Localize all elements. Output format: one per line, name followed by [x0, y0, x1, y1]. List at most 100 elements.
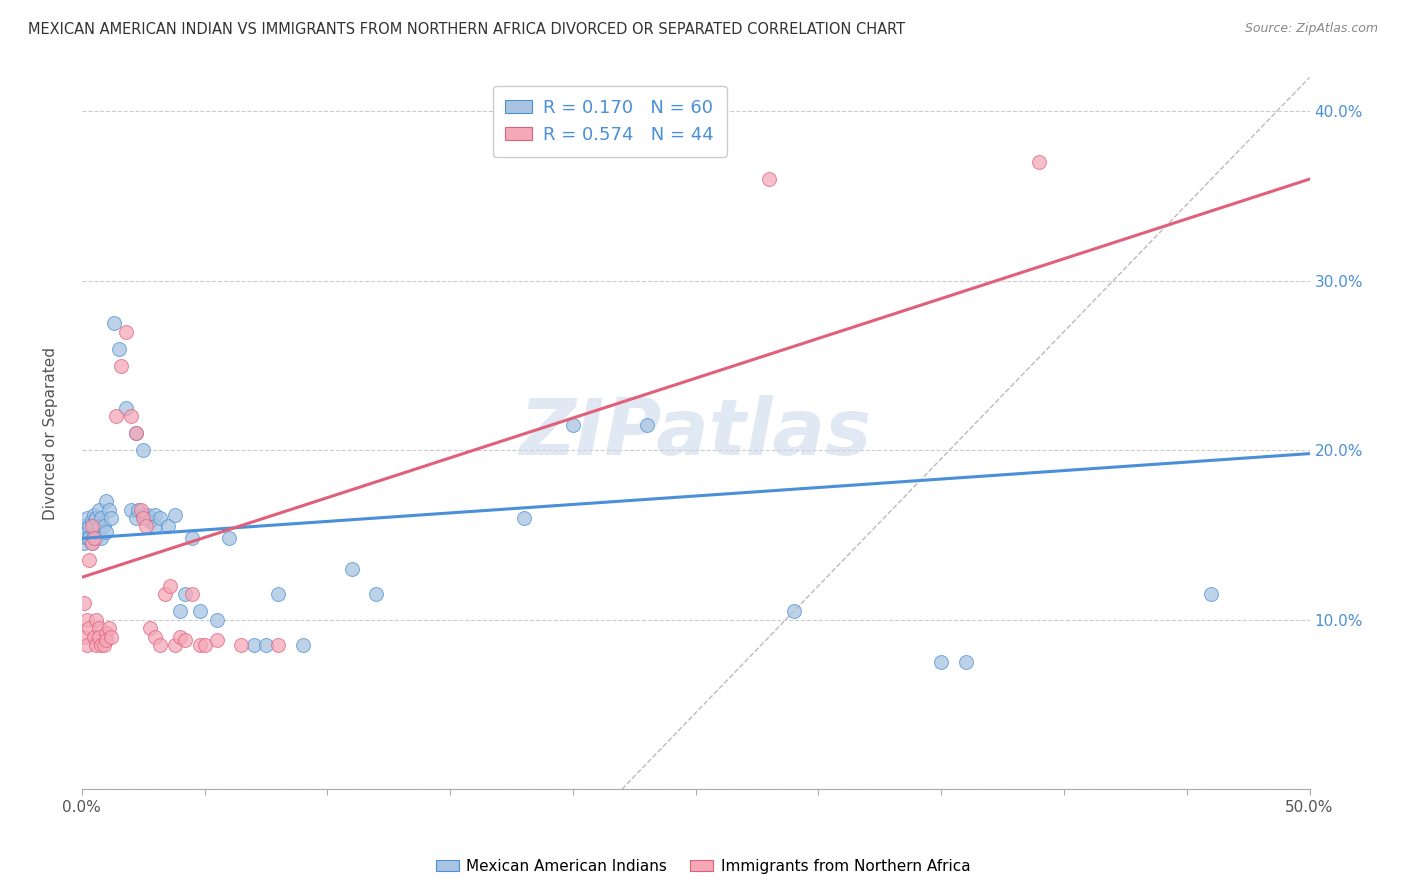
Point	[96, 633, 118, 648]
Point	[155, 587, 177, 601]
Point	[120, 409, 142, 424]
Text: Source: ZipAtlas.com: Source: ZipAtlas.com	[1244, 22, 1378, 36]
Point	[145, 519, 167, 533]
Point	[783, 604, 806, 618]
Point	[125, 426, 148, 441]
Point	[267, 587, 290, 601]
Point	[105, 409, 128, 424]
Point	[193, 638, 215, 652]
Point	[96, 494, 118, 508]
Point	[83, 630, 105, 644]
Point	[169, 630, 191, 644]
Point	[188, 604, 211, 618]
Point	[115, 401, 138, 415]
Point	[73, 596, 96, 610]
Point	[163, 638, 186, 652]
Point	[366, 587, 388, 601]
Y-axis label: Divorced or Separated: Divorced or Separated	[44, 347, 58, 520]
Point	[218, 532, 240, 546]
Point	[96, 524, 118, 539]
Point	[73, 528, 96, 542]
Point	[163, 508, 186, 522]
Point	[110, 359, 132, 373]
Point	[80, 536, 103, 550]
Point	[97, 621, 120, 635]
Point	[115, 325, 138, 339]
Point	[90, 638, 112, 652]
Point	[90, 532, 112, 546]
Point	[93, 519, 115, 533]
Point	[93, 638, 115, 652]
Point	[173, 633, 195, 648]
Point	[76, 532, 98, 546]
Point	[77, 532, 100, 546]
Legend: R = 0.170   N = 60, R = 0.574   N = 44: R = 0.170 N = 60, R = 0.574 N = 44	[492, 87, 727, 157]
Point	[83, 528, 105, 542]
Point	[83, 519, 105, 533]
Point	[80, 519, 103, 533]
Point	[76, 511, 98, 525]
Point	[96, 626, 118, 640]
Point	[83, 532, 105, 546]
Point	[86, 511, 108, 525]
Point	[125, 511, 148, 525]
Point	[132, 511, 155, 525]
Point	[169, 604, 191, 618]
Point	[929, 655, 952, 669]
Point	[97, 502, 120, 516]
Point	[87, 630, 110, 644]
Point	[100, 511, 122, 525]
Point	[139, 515, 162, 529]
Point	[127, 502, 149, 516]
Point	[87, 519, 110, 533]
Point	[129, 502, 152, 516]
Point	[136, 508, 159, 522]
Point	[1201, 587, 1223, 601]
Point	[90, 511, 112, 525]
Point	[87, 502, 110, 516]
Point	[86, 638, 108, 652]
Point	[205, 613, 228, 627]
Point	[173, 587, 195, 601]
Point	[132, 443, 155, 458]
Legend: Mexican American Indians, Immigrants from Northern Africa: Mexican American Indians, Immigrants fro…	[430, 853, 976, 880]
Point	[77, 519, 100, 533]
Point	[139, 621, 162, 635]
Point	[149, 511, 172, 525]
Point	[242, 638, 264, 652]
Point	[103, 316, 125, 330]
Point	[181, 532, 204, 546]
Point	[86, 532, 108, 546]
Point	[254, 638, 277, 652]
Point	[145, 508, 167, 522]
Point	[135, 519, 157, 533]
Point	[87, 621, 110, 635]
Point	[145, 630, 167, 644]
Point	[80, 515, 103, 529]
Point	[340, 562, 363, 576]
Point	[107, 342, 129, 356]
Text: MEXICAN AMERICAN INDIAN VS IMMIGRANTS FROM NORTHERN AFRICA DIVORCED OR SEPARATED: MEXICAN AMERICAN INDIAN VS IMMIGRANTS FR…	[28, 22, 905, 37]
Point	[231, 638, 253, 652]
Point	[758, 172, 780, 186]
Point	[125, 426, 148, 441]
Point	[188, 638, 211, 652]
Point	[149, 638, 172, 652]
Point	[100, 630, 122, 644]
Point	[73, 536, 96, 550]
Point	[76, 524, 98, 539]
Point	[291, 638, 314, 652]
Point	[267, 638, 290, 652]
Point	[561, 417, 583, 432]
Point	[77, 553, 100, 567]
Point	[73, 519, 96, 533]
Point	[955, 655, 977, 669]
Point	[1028, 155, 1050, 169]
Point	[132, 508, 155, 522]
Point	[76, 638, 98, 652]
Point	[120, 502, 142, 516]
Point	[205, 633, 228, 648]
Point	[181, 587, 204, 601]
Point	[159, 579, 181, 593]
Point	[512, 511, 534, 525]
